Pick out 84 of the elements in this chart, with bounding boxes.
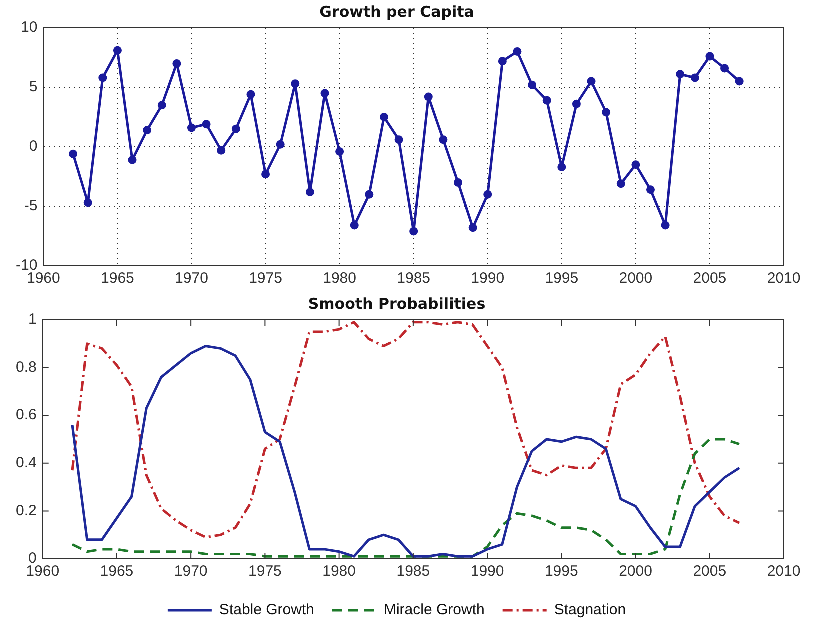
- point: [735, 77, 744, 86]
- point: [276, 140, 285, 149]
- x-tick-label: 1965: [101, 270, 134, 288]
- point: [262, 170, 270, 179]
- x-tick-label: 2005: [693, 270, 727, 288]
- y-tick-label: 0.4: [16, 454, 37, 472]
- x-tick-label: 2010: [767, 563, 801, 580]
- point: [690, 74, 700, 82]
- legend-label: Stable Growth: [219, 602, 314, 619]
- x-tick-label: 1970: [175, 270, 208, 288]
- y-tick-label: 0.2: [16, 502, 37, 520]
- point: [454, 178, 463, 187]
- legend-label: Miracle Growth: [384, 602, 485, 619]
- x-tick-label: 1985: [397, 270, 431, 288]
- y-tick-label: 0.6: [16, 406, 37, 424]
- chart-title: Smooth Probabilities: [308, 294, 486, 313]
- y-tick-label: -5: [24, 198, 38, 215]
- point: [158, 101, 166, 110]
- x-tick-label: 2000: [619, 563, 652, 580]
- x-tick-label: 1975: [249, 270, 282, 288]
- point: [143, 126, 152, 135]
- y-tick-label: 0: [29, 138, 38, 156]
- point: [706, 52, 714, 61]
- point: [587, 77, 596, 86]
- point: [128, 156, 137, 164]
- point: [394, 136, 404, 144]
- point: [468, 224, 478, 232]
- y-tick-label: 10: [20, 19, 38, 36]
- point: [720, 64, 730, 73]
- point: [424, 92, 433, 102]
- point: [646, 186, 655, 194]
- point: [439, 136, 448, 144]
- y-tick-label: 1: [28, 311, 37, 328]
- x-tick-label: 1960: [26, 563, 60, 580]
- x-tick-label: 1995: [544, 563, 578, 580]
- point: [69, 150, 78, 158]
- point: [632, 160, 640, 170]
- point: [484, 190, 492, 199]
- x-tick-label: 1990: [471, 270, 505, 288]
- x-tick-label: 1980: [322, 563, 356, 580]
- point: [513, 48, 522, 56]
- point: [365, 190, 374, 199]
- point: [232, 124, 240, 134]
- x-tick-label: 1975: [248, 563, 282, 580]
- point: [113, 46, 122, 55]
- point: [380, 113, 388, 122]
- point: [616, 180, 626, 188]
- point: [320, 89, 330, 98]
- point: [291, 80, 300, 88]
- x-tick-label: 1990: [470, 563, 504, 580]
- point: [602, 108, 611, 117]
- legend-label: Stagnation: [554, 602, 626, 619]
- x-tick-label: 2010: [767, 270, 801, 288]
- point: [572, 100, 581, 108]
- point: [661, 221, 670, 230]
- y-tick-label: 0.8: [16, 358, 37, 376]
- point: [217, 146, 226, 155]
- x-tick-label: 1995: [545, 270, 579, 288]
- point: [410, 227, 418, 236]
- point: [558, 162, 566, 172]
- point: [246, 90, 256, 99]
- point: [528, 80, 537, 90]
- point: [542, 96, 552, 105]
- x-tick-label: 2000: [619, 270, 653, 288]
- line-series: [71, 321, 741, 539]
- chart-title: Growth per Capita: [320, 2, 474, 21]
- y-tick-label: 5: [29, 78, 38, 96]
- point: [498, 57, 507, 66]
- point: [336, 148, 344, 156]
- point: [98, 74, 108, 82]
- point: [306, 188, 314, 196]
- x-tick-label: 1980: [323, 270, 356, 288]
- x-tick-label: 1985: [396, 563, 430, 580]
- x-tick-label: 2005: [693, 563, 727, 580]
- point: [172, 59, 182, 68]
- point: [84, 198, 92, 208]
- x-tick-label: 1960: [26, 270, 60, 288]
- point: [202, 120, 211, 129]
- point: [676, 70, 685, 79]
- point: [350, 221, 359, 230]
- line-series: [71, 438, 741, 558]
- point: [187, 124, 196, 132]
- x-tick-label: 1970: [174, 563, 208, 580]
- x-tick-label: 1965: [100, 563, 134, 580]
